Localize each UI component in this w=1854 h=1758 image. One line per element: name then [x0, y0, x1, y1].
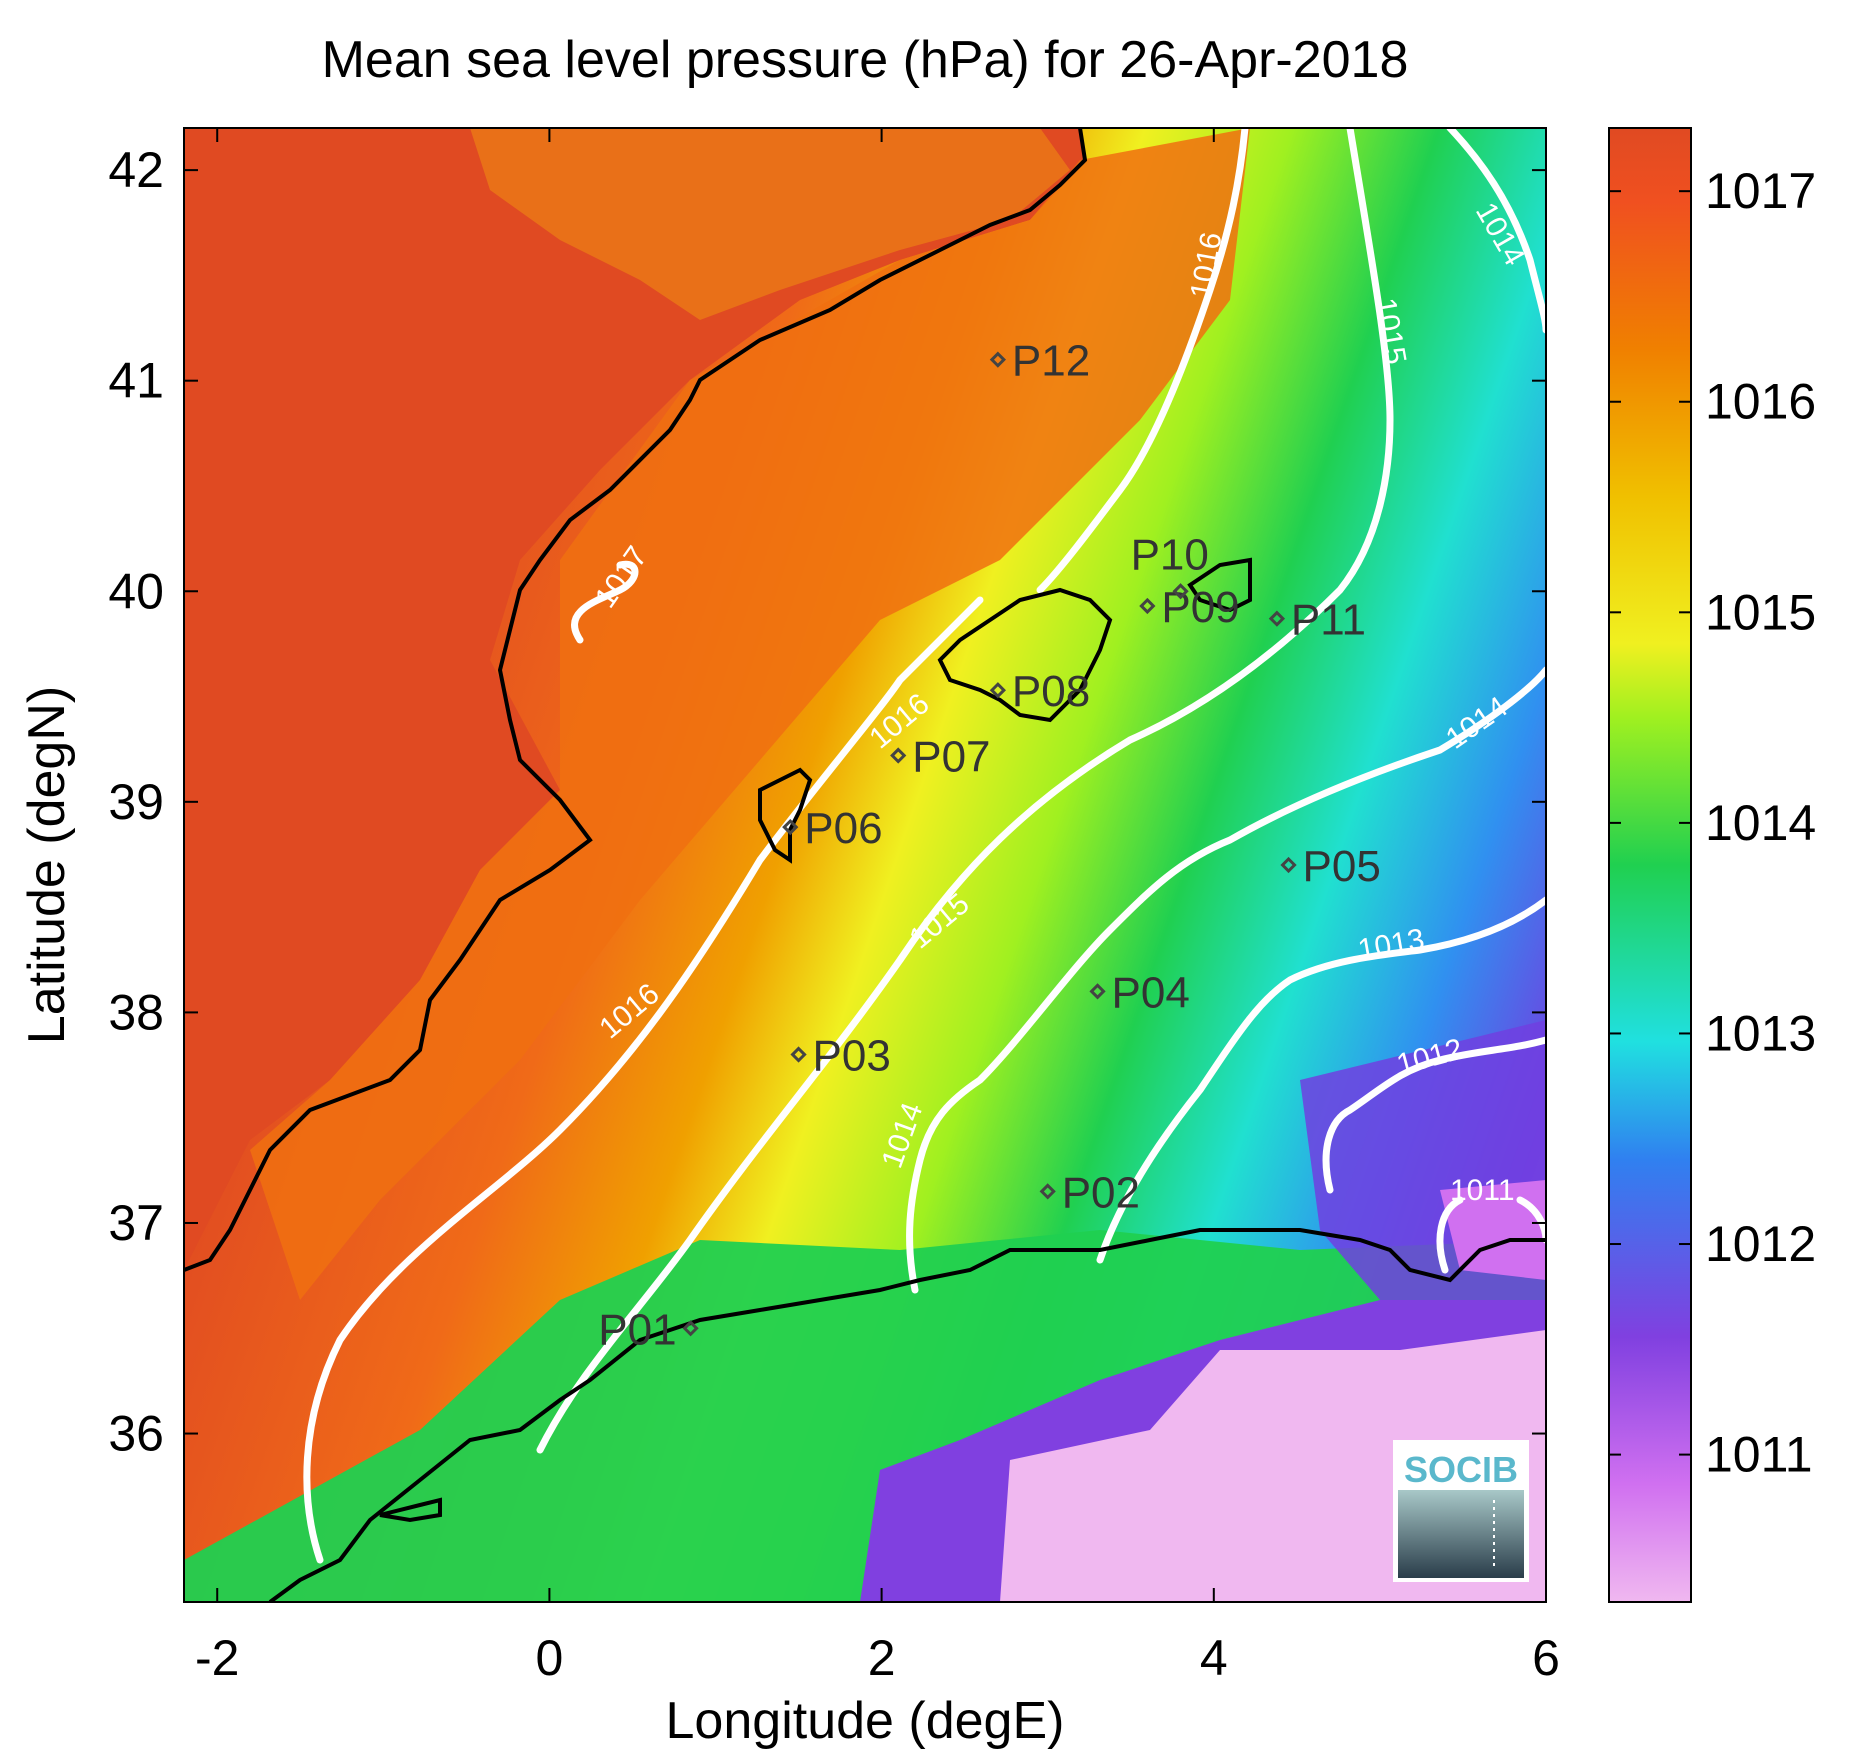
algeria-coast [268, 1228, 1546, 1602]
x-tick-label: 6 [1532, 1630, 1560, 1686]
station-marker [1280, 856, 1297, 874]
x-tick-label: -2 [195, 1630, 239, 1686]
x-axis-label: Longitude (degE) [666, 1692, 1065, 1750]
colorbar-tick-label: 1013 [1705, 1005, 1816, 1061]
ibiza-coast [758, 767, 813, 864]
menorca-coast [1187, 557, 1252, 613]
socib-logo-text: SOCIB [1404, 1449, 1518, 1490]
y-axis: 36 37 38 39 40 41 42 [108, 142, 1546, 1462]
station-marker [1089, 983, 1106, 1000]
socib-logo: SOCIB [1393, 1440, 1529, 1582]
high-pressure-sea [250, 128, 1250, 1300]
station-marker [1139, 597, 1156, 615]
station-label: P03 [813, 1032, 891, 1081]
contour-1015 [536, 128, 1394, 1454]
y-tick-label: 37 [108, 1195, 164, 1251]
x-tick-label: 2 [868, 1630, 896, 1686]
station-label: P09 [1161, 583, 1239, 632]
colorbar-tick-label: 1011 [1705, 1427, 1813, 1483]
colorbar-ticks: 1011 1012 1013 1014 1015 1016 1017 [1609, 163, 1816, 1483]
map-plot-area: 1017 1016 1016 1016 1015 1015 1014 1014 … [184, 128, 1546, 1602]
y-axis-label: Latitude (degN) [18, 686, 76, 1044]
station-marker [790, 1046, 807, 1063]
contour-label: 1011 [1450, 1174, 1515, 1207]
station-label: P05 [1303, 842, 1381, 891]
contour-1013 [1096, 896, 1546, 1264]
station-label: P08 [1012, 667, 1090, 716]
station-label: P11 [1291, 596, 1366, 645]
y-tick-label: 36 [108, 1406, 164, 1462]
north-land-texture [470, 128, 1070, 320]
chart-title: Mean sea level pressure (hPa) for 26-Apr… [322, 31, 1409, 89]
y-tick-label: 42 [108, 142, 164, 198]
station-label: P12 [1012, 337, 1090, 386]
station-marker [989, 682, 1007, 699]
contour-1016-east [1036, 128, 1249, 594]
y-tick-label: 38 [108, 984, 164, 1040]
station-marker [890, 747, 907, 764]
station-label: P02 [1062, 1168, 1140, 1217]
alboran-island [379, 1497, 442, 1523]
station-label: P01 [598, 1305, 676, 1354]
contour-1014-south [906, 666, 1546, 1294]
coastline [184, 128, 1546, 1602]
x-tick-label: 0 [536, 1630, 564, 1686]
station-label: P06 [804, 804, 882, 853]
high-pressure-land [184, 128, 1085, 1270]
station-label: P04 [1112, 968, 1190, 1017]
contour-1016-west [303, 596, 984, 1564]
station-marker [782, 818, 799, 836]
station-label: P07 [912, 733, 990, 782]
mallorca-coast [937, 587, 1113, 723]
station-label: P10 [1131, 530, 1209, 579]
colorbar-tick-label: 1014 [1705, 795, 1816, 851]
plot-frame [183, 127, 1547, 1603]
station-marker [1268, 610, 1286, 627]
y-tick-label: 39 [108, 774, 164, 830]
contour-1014-north [1446, 128, 1546, 334]
y-tick-label: 40 [108, 563, 164, 619]
y-tick-label: 41 [108, 353, 164, 409]
iberia-coast [184, 128, 1088, 1272]
station-marker [682, 1320, 699, 1337]
colorbar-tick-label: 1017 [1705, 163, 1816, 219]
station-marker [989, 351, 1007, 368]
x-tick-label: 4 [1200, 1630, 1228, 1686]
station-marker [1039, 1183, 1056, 1200]
x-axis: -2 0 2 4 6 [195, 128, 1560, 1686]
colorbar-tick-label: 1016 [1705, 374, 1816, 430]
colorbar-tick-label: 1015 [1705, 584, 1816, 640]
contour-1012 [1322, 1036, 1546, 1194]
station-marker [1172, 583, 1189, 600]
colorbar [1608, 127, 1692, 1603]
colorbar-tick-label: 1012 [1705, 1216, 1816, 1272]
contour-1017 [571, 560, 639, 644]
east-lowest [1440, 1180, 1546, 1280]
